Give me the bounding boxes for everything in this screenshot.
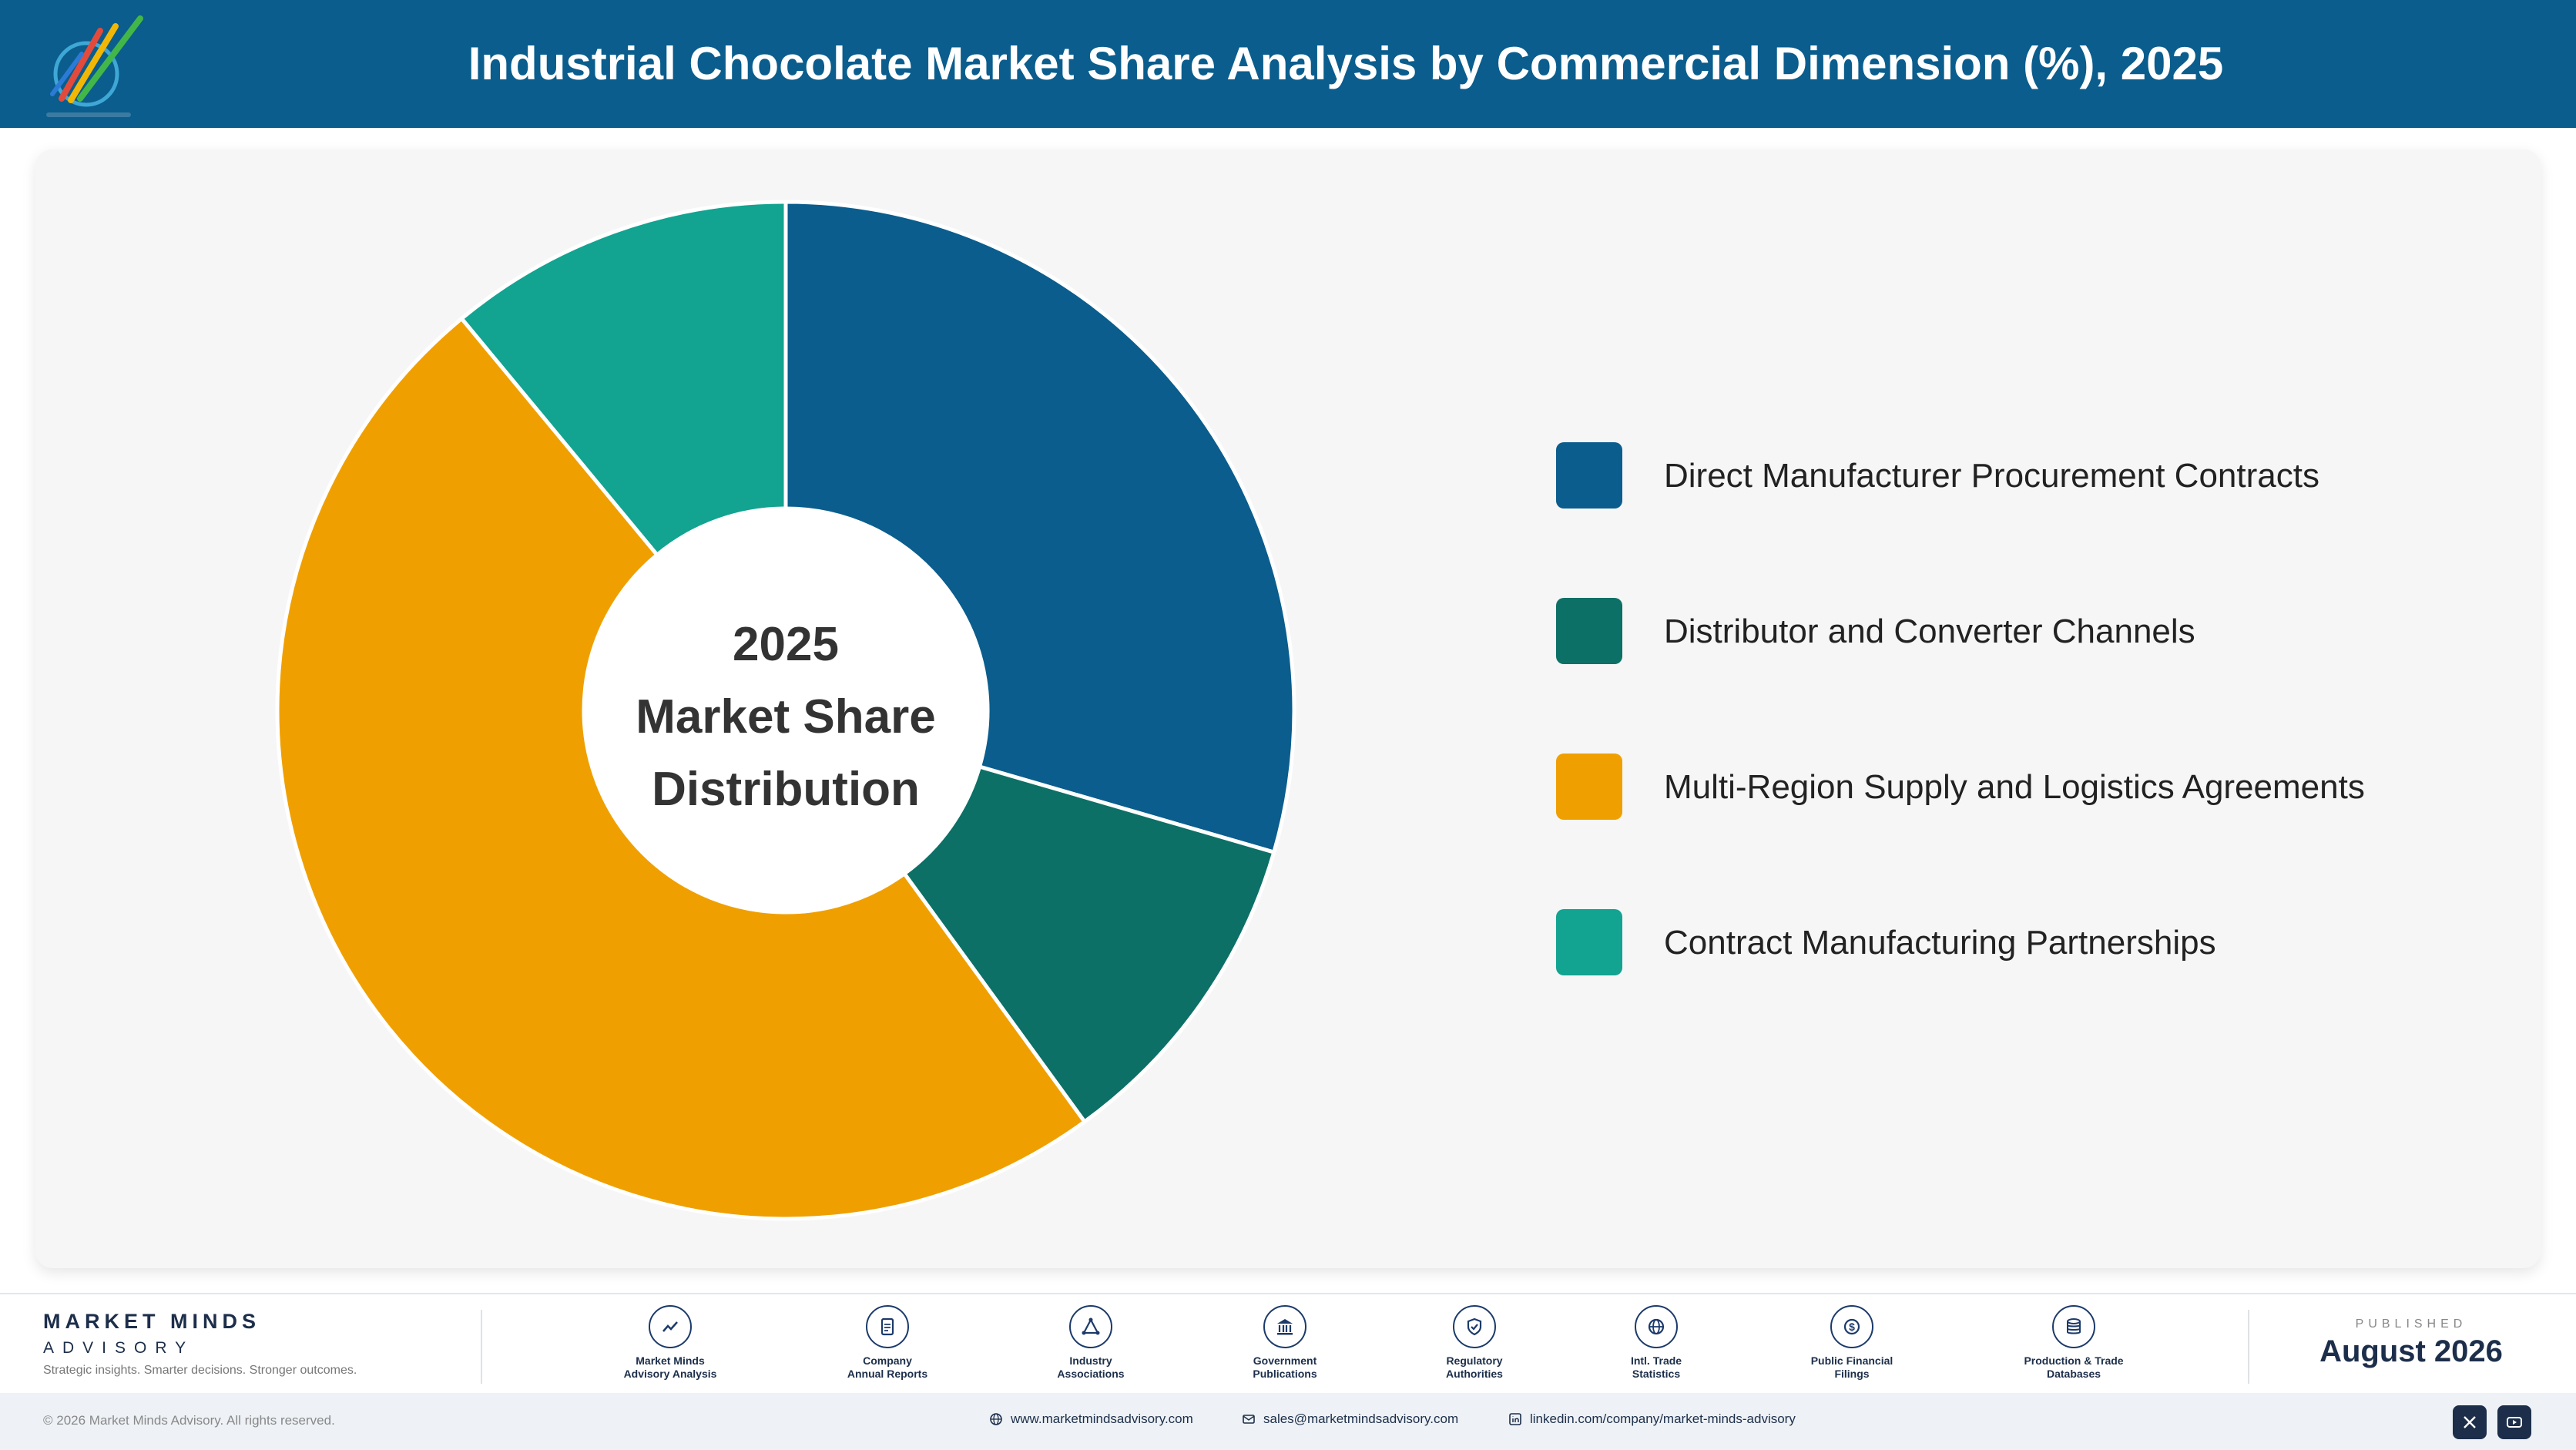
legend-swatch <box>1556 754 1622 820</box>
document-icon <box>866 1305 909 1348</box>
government-icon <box>1263 1305 1306 1348</box>
legend-item: Direct Manufacturer Procurement Contract… <box>1556 439 2480 509</box>
globe-icon <box>1635 1305 1678 1348</box>
legend-item: Distributor and Converter Channels <box>1556 595 2480 664</box>
brand-tagline: Strategic insights. Smarter decisions. S… <box>43 1364 357 1377</box>
linkedin-text: linkedin.com/company/market-minds-adviso… <box>1530 1411 1796 1426</box>
footer: MARKET MINDS ADVISORY Strategic insights… <box>0 1293 2576 1450</box>
center-label-line-3: Distribution <box>652 763 920 816</box>
legend-label: Distributor and Converter Channels <box>1664 613 2195 650</box>
legend-item: Multi-Region Supply and Logistics Agreem… <box>1556 750 2480 820</box>
brand-name: MARKET MINDS <box>43 1310 260 1333</box>
source-item: Company Annual Reports <box>810 1305 964 1381</box>
source-label: Public Financial Filings <box>1810 1354 1893 1380</box>
svg-text:$: $ <box>1849 1321 1855 1333</box>
source-item: Regulatory Authorities <box>1397 1305 1551 1381</box>
source-label: Company Annual Reports <box>847 1354 928 1380</box>
header-bar: Industrial Chocolate Market Share Analys… <box>0 0 2576 128</box>
brand-subtitle: ADVISORY <box>43 1339 195 1357</box>
x-icon <box>2464 1416 2476 1428</box>
footer-divider <box>481 1310 482 1384</box>
website-link[interactable]: www.marketmindsadvisory.com <box>989 1411 1193 1427</box>
chart-card <box>35 149 2541 1268</box>
database-icon <box>2052 1305 2095 1348</box>
x-social-button[interactable] <box>2453 1405 2487 1439</box>
source-item: Industry Associations <box>1014 1305 1168 1381</box>
trend-icon <box>649 1305 692 1348</box>
center-label-line-1: 2025 <box>733 618 839 671</box>
source-label: Production & Trade Databases <box>2024 1354 2124 1380</box>
email-link[interactable]: sales@marketmindsadvisory.com <box>1242 1411 1458 1427</box>
source-item: $ Public Financial Filings <box>1775 1305 1929 1381</box>
source-label: Government Publications <box>1253 1354 1317 1380</box>
youtube-social-button[interactable] <box>2497 1405 2531 1439</box>
source-item: Market Minds Advisory Analysis <box>593 1305 747 1381</box>
globe-icon <box>990 1413 1002 1425</box>
donut-center-label: 2025 Market Share Distribution <box>593 609 978 826</box>
published-label: PUBLISHED <box>2355 1317 2467 1331</box>
legend-label: Multi-Region Supply and Logistics Agreem… <box>1664 768 2365 806</box>
legend-swatch <box>1556 909 1622 975</box>
legend-swatch <box>1556 598 1622 664</box>
legend-label: Direct Manufacturer Procurement Contract… <box>1664 457 2319 495</box>
legend-label: Contract Manufacturing Partnerships <box>1664 924 2216 962</box>
legend-swatch <box>1556 442 1622 509</box>
source-item: Government Publications <box>1208 1305 1362 1381</box>
mail-icon <box>1243 1415 1255 1424</box>
source-label: Intl. Trade Statistics <box>1630 1354 1682 1380</box>
website-text: www.marketmindsadvisory.com <box>1011 1411 1193 1426</box>
source-label: Industry Associations <box>1057 1354 1125 1380</box>
shield-icon <box>1453 1305 1496 1348</box>
page-title: Industrial Chocolate Market Share Analys… <box>468 38 2224 89</box>
copyright-text: © 2026 Market Minds Advisory. All rights… <box>43 1413 335 1428</box>
email-text: sales@marketmindsadvisory.com <box>1263 1411 1459 1426</box>
footer-divider <box>2248 1310 2249 1384</box>
source-label: Market Minds Advisory Analysis <box>623 1354 717 1380</box>
legend-item: Contract Manufacturing Partnerships <box>1556 906 2480 975</box>
source-item: Production & Trade Databases <box>1997 1305 2151 1381</box>
linkedin-link[interactable]: linkedin.com/company/market-minds-adviso… <box>1508 1411 1796 1427</box>
source-label: Regulatory Authorities <box>1446 1354 1503 1380</box>
source-item: Intl. Trade Statistics <box>1579 1305 1733 1381</box>
published-date: August 2026 <box>2319 1334 2503 1368</box>
center-label-line-2: Market Share <box>636 690 936 743</box>
dollar-icon: $ <box>1830 1305 1873 1348</box>
youtube-icon <box>2507 1417 2522 1428</box>
company-logo <box>46 15 143 117</box>
network-icon <box>1069 1305 1112 1348</box>
footer-bottom-bar: © 2026 Market Minds Advisory. All rights… <box>0 1393 2576 1450</box>
linkedin-icon <box>1509 1413 1521 1425</box>
